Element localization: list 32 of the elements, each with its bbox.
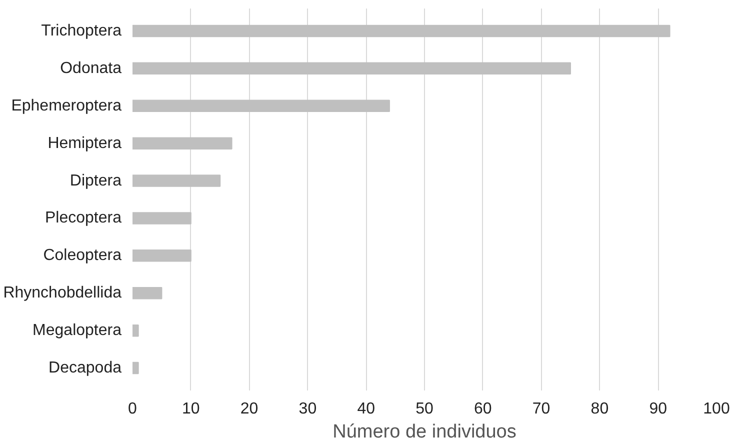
x-tick-label: 50 xyxy=(416,400,434,418)
bar xyxy=(132,24,670,38)
x-tick-label: 0 xyxy=(128,400,138,418)
x-tick-label: 60 xyxy=(474,400,492,418)
y-tick-label: Ephemeroptera xyxy=(11,97,122,114)
bar xyxy=(132,137,232,150)
x-tick-label: 80 xyxy=(590,400,609,418)
x-tick-label: 100 xyxy=(703,400,730,418)
x-tick-label: 10 xyxy=(182,400,200,418)
x-axis-title: Número de individuos xyxy=(332,422,516,442)
y-tick-label: Rhynchobdellida xyxy=(3,284,122,302)
y-tick-label: Coleoptera xyxy=(43,247,122,264)
x-tick-label: 40 xyxy=(357,400,376,418)
y-tick-label: Diptera xyxy=(70,172,122,190)
y-tick-label: Hemiptera xyxy=(48,134,122,152)
bar xyxy=(132,324,139,337)
x-tick-label: 90 xyxy=(649,400,668,418)
bar xyxy=(132,62,571,75)
bar xyxy=(132,287,162,300)
y-tick-label: Megaloptera xyxy=(32,322,122,340)
bar xyxy=(132,100,390,112)
y-tick-label: Decapoda xyxy=(48,360,122,377)
x-tick-label: 20 xyxy=(240,400,258,418)
y-tick-label: Trichoptera xyxy=(41,22,122,40)
x-tick-label: 30 xyxy=(298,400,317,418)
bar xyxy=(132,362,139,374)
y-tick-label: Plecoptera xyxy=(45,210,122,227)
bar xyxy=(132,174,221,187)
bar xyxy=(132,212,192,224)
x-tick-label: 70 xyxy=(532,400,550,418)
bar xyxy=(132,250,192,262)
y-tick-label: Odonata xyxy=(60,60,122,77)
